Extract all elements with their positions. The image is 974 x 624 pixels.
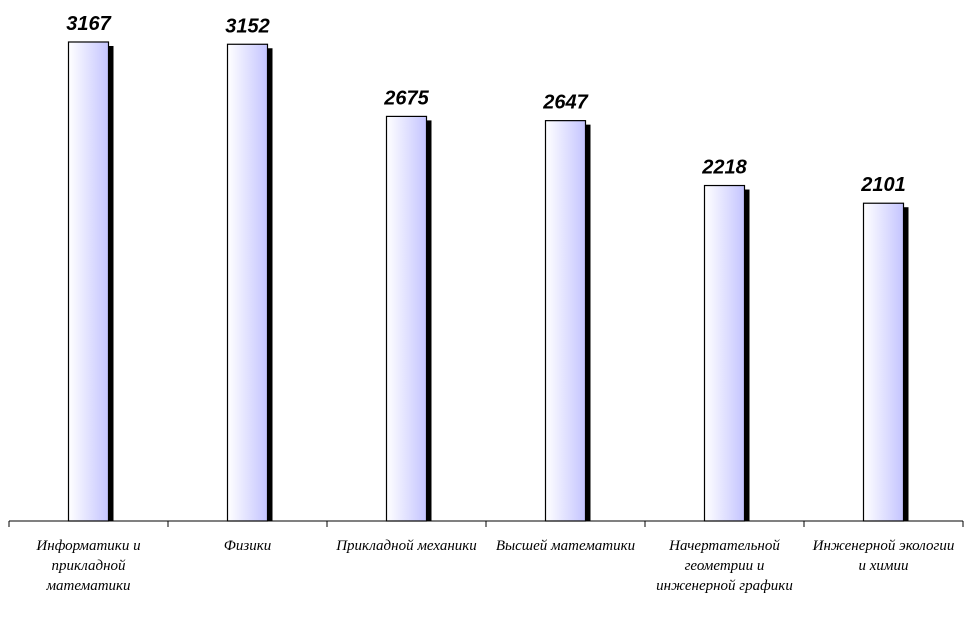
x-tick-label: Инженерной экологии и химии (812, 538, 955, 574)
bar (862, 202, 905, 522)
x-tick-label: Физики (223, 538, 272, 554)
bar (544, 120, 587, 522)
value-label: 2218 (701, 157, 747, 179)
x-tick-label: Информатики и прикладной математики (36, 538, 141, 594)
value-label: 3152 (225, 15, 270, 37)
x-tick-label: Начертательной геометрии и инженерной гр… (656, 538, 793, 594)
bar (703, 184, 746, 522)
value-label: 2647 (542, 92, 588, 114)
bar (67, 41, 110, 522)
value-label: 3167 (66, 13, 111, 35)
bar (226, 43, 269, 522)
x-tick-label: Прикладной механики (336, 538, 477, 554)
value-label: 2675 (383, 87, 429, 109)
x-tick-label: Высшей математики (495, 538, 636, 554)
value-label: 2101 (860, 174, 906, 196)
bar (385, 115, 428, 522)
